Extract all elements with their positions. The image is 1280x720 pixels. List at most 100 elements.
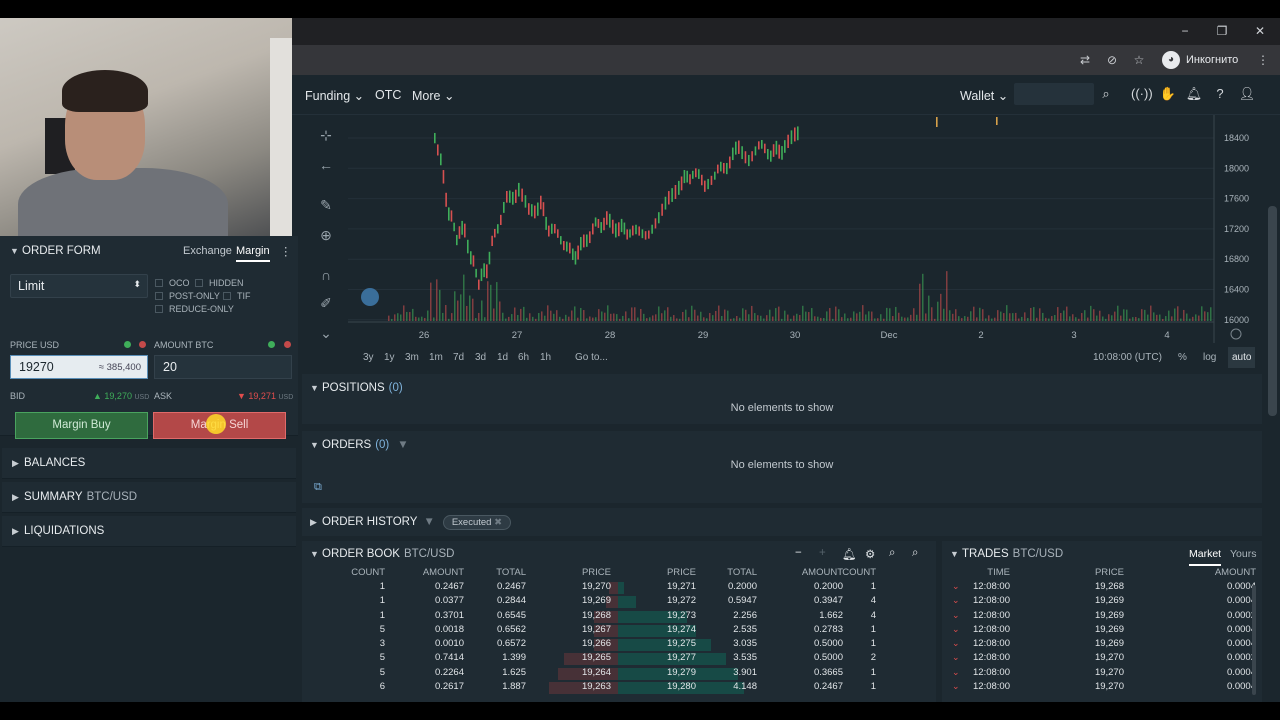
timeframe-1h[interactable]: 1h: [540, 352, 552, 363]
gear-icon[interactable]: ⚙: [865, 549, 876, 561]
liquidations-panel[interactable]: ▶ LIQUIDATIONS: [2, 516, 296, 547]
trade-row[interactable]: ⌄ 12:08:00 19,269 0.0004: [942, 595, 1262, 609]
plus-icon[interactable]: +: [819, 547, 826, 559]
order-history-header[interactable]: ▶ ORDER HISTORY ▼ Executed ✖: [302, 508, 1262, 536]
trade-row[interactable]: ⌄ 12:08:00 19,269 0.0004: [942, 638, 1262, 652]
magnet-icon[interactable]: ∩: [320, 267, 332, 283]
ask-value[interactable]: ▼ 19,271 USD: [237, 391, 294, 401]
zoom-out-icon[interactable]: ⌕: [889, 547, 896, 559]
goto-date-button[interactable]: Go to...: [575, 352, 608, 363]
bid-value[interactable]: ▲ 19,270 USD: [93, 391, 150, 401]
timeframe-3y[interactable]: 3y: [363, 352, 374, 363]
trade-row[interactable]: ⌄ 12:08:00 19,269 0.0004: [942, 624, 1262, 638]
page-scrollbar-thumb[interactable]: [1268, 206, 1277, 416]
scrollbar[interactable]: [1252, 585, 1256, 695]
timeframe-3d[interactable]: 3d: [475, 352, 487, 363]
order-book-row[interactable]: 6 0.2617 1.887 19,263 19,280 4.148 0.2467 1: [302, 681, 936, 695]
nav-funding[interactable]: Funding ⌄: [305, 89, 365, 103]
nav-wallet[interactable]: Wallet ⌄: [960, 89, 1009, 103]
search-icon[interactable]: ⌕: [1102, 86, 1110, 101]
bell-icon[interactable]: 🔔︎: [1185, 86, 1203, 101]
executed-filter-chip[interactable]: Executed ✖: [442, 514, 512, 530]
order-book-row[interactable]: 1 0.3701 0.6545 19,268 19,273 2.256 1.662 4: [302, 610, 936, 624]
trade-row[interactable]: ⌄ 12:08:00 19,269 0.0002: [942, 610, 1262, 624]
amount-input[interactable]: 20: [154, 355, 292, 379]
tab-margin[interactable]: Margin: [236, 245, 270, 262]
order-book-row[interactable]: 1 0.2467 0.2467 19,270 19,271 0.2000 0.2000 1: [302, 581, 936, 595]
oco-checkbox[interactable]: [155, 279, 163, 287]
tab-exchange[interactable]: Exchange: [183, 245, 232, 257]
reduce-only-checkbox[interactable]: [155, 305, 163, 313]
order-book-row[interactable]: 5 0.0018 0.6562 19,267 19,274 2.535 0.2783 1: [302, 624, 936, 638]
price-chart[interactable]: ⊹ ← ✎ ⊕ ∩ ✐ ⌄ 18400 18000 17600 17200 16800 1…: [298, 115, 1264, 373]
trade-row[interactable]: ⌄ 12:08:00 19,268 0.0004: [942, 581, 1262, 595]
incognito-indicator[interactable]: ◕ Инкогнито: [1162, 49, 1238, 71]
trade-row[interactable]: ⌄ 12:08:00 19,270 0.0004: [942, 667, 1262, 681]
post-only-checkbox[interactable]: [155, 292, 163, 300]
zoom-in-icon[interactable]: ⊕: [320, 227, 332, 243]
price-input[interactable]: 19270 ≈ 385,400: [10, 355, 148, 379]
filter-icon[interactable]: ▼: [423, 516, 435, 528]
cloud-icon[interactable]: [361, 288, 379, 306]
restore-button[interactable]: ❐: [1216, 24, 1228, 38]
log-toggle[interactable]: log: [1203, 352, 1217, 363]
help-icon[interactable]: ?: [1216, 86, 1224, 101]
order-book-header[interactable]: ▼ ORDER BOOK BTC/USD − + 🔔︎ ⚙ ⌕ ⌕: [302, 541, 936, 567]
timeframe-1y[interactable]: 1y: [384, 352, 395, 363]
trade-row[interactable]: ⌄ 12:08:00 19,270 0.0004: [942, 681, 1262, 695]
minus-icon[interactable]: −: [795, 547, 802, 559]
orders-header[interactable]: ▼ ORDERS (0) ▼: [302, 431, 1262, 459]
auto-toggle[interactable]: auto: [1228, 347, 1256, 368]
browser-menu-icon[interactable]: ⋮: [1257, 53, 1269, 67]
close-icon[interactable]: ✖: [494, 516, 503, 528]
zoom-in-icon[interactable]: ⌕: [912, 547, 919, 559]
volume-bar: [580, 307, 582, 321]
search-input[interactable]: [1014, 83, 1094, 105]
timeframe-6h[interactable]: 6h: [518, 352, 530, 363]
positions-header[interactable]: ▼ POSITIONS (0): [302, 374, 1262, 402]
order-book-row[interactable]: 3 0.0010 0.6572 19,266 19,275 3.035 0.5000 1: [302, 638, 936, 652]
close-window-button[interactable]: ✕: [1254, 24, 1266, 38]
candlestick-chart[interactable]: 18400 18000 17600 17200 16800 16400 16000 26 27…: [348, 115, 1264, 343]
translate-icon[interactable]: ⇄: [1079, 53, 1091, 67]
star-icon[interactable]: ☆: [1133, 53, 1145, 67]
order-type-select[interactable]: Limit ⬍: [10, 274, 148, 298]
order-book-row[interactable]: 5 0.2264 1.625 19,264 19,279 3.901 0.3665 1: [302, 667, 936, 681]
timeframe-7d[interactable]: 7d: [453, 352, 465, 363]
timeframe-1d[interactable]: 1d: [497, 352, 509, 363]
percent-toggle[interactable]: %: [1178, 352, 1187, 363]
nav-otc[interactable]: OTC: [375, 88, 402, 102]
filter-icon[interactable]: ▼: [397, 439, 409, 451]
affiliate-icon[interactable]: ✋: [1159, 86, 1177, 101]
bell-icon[interactable]: 🔔︎: [842, 549, 857, 561]
chevron-down-icon[interactable]: ⌄: [320, 325, 332, 341]
ruler-tool-icon[interactable]: ✎: [320, 197, 332, 213]
user-icon[interactable]: 👤︎: [1238, 86, 1256, 101]
eye-off-icon[interactable]: ⊘: [1106, 53, 1118, 67]
balances-panel[interactable]: ▶ BALANCES: [2, 448, 296, 479]
timeframe-3m[interactable]: 3m: [405, 352, 419, 363]
volume-bar: [691, 305, 693, 321]
order-book-row[interactable]: 1 0.0377 0.2844 19,269 19,272 0.5947 0.3947 4: [302, 595, 936, 609]
volume-bar: [1171, 316, 1173, 321]
crosshair-tool-icon[interactable]: ⊹: [320, 127, 332, 143]
order-form-header[interactable]: ▼ ORDER FORM Exchange Margin ⋮: [0, 236, 298, 266]
nav-more[interactable]: More ⌄: [412, 89, 455, 103]
minimize-button[interactable]: −: [1181, 24, 1189, 38]
trade-row[interactable]: ⌄ 12:08:00 19,270 0.0002: [942, 652, 1262, 666]
margin-buy-button[interactable]: Margin Buy: [15, 412, 148, 439]
order-book-row[interactable]: 5 0.7414 1.399 19,265 19,277 3.535 0.5000 2: [302, 652, 936, 666]
back-arrow-icon[interactable]: ←: [319, 157, 333, 173]
popout-icon[interactable]: ⧉: [314, 481, 322, 493]
timeframe-1m[interactable]: 1m: [429, 352, 443, 363]
more-options-icon[interactable]: ⋮: [280, 246, 292, 258]
summary-panel[interactable]: ▶ SUMMARY BTC/USD: [2, 482, 296, 513]
tab-yours[interactable]: Yours: [1230, 548, 1257, 560]
trades-header[interactable]: ▼ TRADES BTC/USD Market Yours: [942, 541, 1262, 567]
tab-market[interactable]: Market: [1189, 548, 1222, 566]
tif-checkbox[interactable]: [223, 292, 231, 300]
pencil-icon[interactable]: ✐: [320, 295, 332, 311]
settings-gear-icon[interactable]: [1230, 328, 1242, 340]
broadcast-icon[interactable]: ((·)): [1131, 86, 1153, 101]
hidden-checkbox[interactable]: [195, 279, 203, 287]
